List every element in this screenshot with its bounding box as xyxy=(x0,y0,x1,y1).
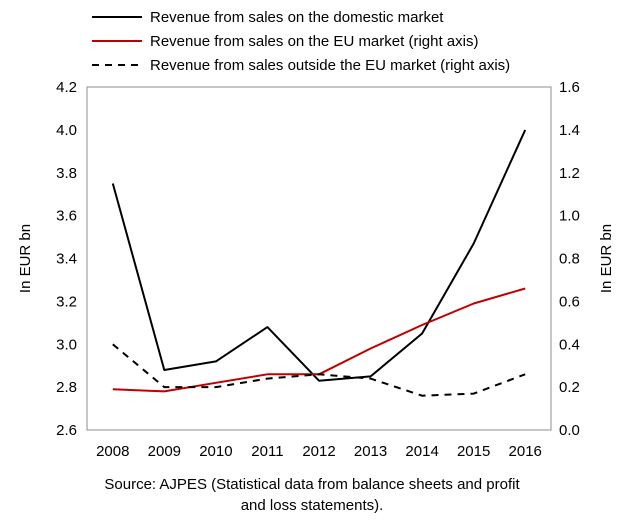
right-axis-title: In EUR bn xyxy=(598,224,615,293)
x-tick-label: 2014 xyxy=(405,443,438,460)
right-tick-label: 1.4 xyxy=(559,122,580,139)
left-tick-label: 2.8 xyxy=(56,379,77,396)
left-tick-label: 4.0 xyxy=(56,122,77,139)
left-tick-label: 3.0 xyxy=(56,336,77,353)
source-line-1: Source: AJPES (Statistical data from bal… xyxy=(104,476,520,493)
series-line-3 xyxy=(112,343,526,397)
right-tick-label: 0.0 xyxy=(559,422,580,439)
series-line-1 xyxy=(111,129,527,382)
right-axis-ticks: 0.0 0.2 0.4 0.6 0.8 1.0 1.2 1.4 1.6 xyxy=(559,79,580,439)
left-tick-label: 3.4 xyxy=(56,251,77,268)
x-tick-label: 2009 xyxy=(148,443,181,460)
legend: Revenue from sales on the domestic marke… xyxy=(92,9,510,74)
left-tick-label: 3.6 xyxy=(56,208,77,225)
right-tick-label: 0.8 xyxy=(559,251,580,268)
series-line-2 xyxy=(112,287,526,393)
x-tick-label: 2012 xyxy=(302,443,335,460)
plot-area-frame xyxy=(86,86,552,431)
left-tick-label: 3.2 xyxy=(56,293,77,310)
left-tick-label: 2.6 xyxy=(56,422,77,439)
legend-label: Revenue from sales outside the EU market… xyxy=(150,57,510,74)
right-tick-label: 1.2 xyxy=(559,165,580,182)
left-tick-label: 3.8 xyxy=(56,165,77,182)
left-axis-ticks: 2.6 2.8 3.0 3.2 3.4 3.6 3.8 4.0 4.2 xyxy=(56,79,77,439)
right-tick-label: 0.2 xyxy=(559,379,580,396)
legend-label: Revenue from sales on the EU market (rig… xyxy=(150,33,478,50)
x-tick-label: 2013 xyxy=(354,443,387,460)
legend-label: Revenue from sales on the domestic marke… xyxy=(150,9,444,26)
right-tick-label: 1.6 xyxy=(559,79,580,96)
x-tick-label: 2011 xyxy=(251,443,283,460)
line-chart: Revenue from sales on the domestic marke… xyxy=(17,9,615,460)
source-note: Source: AJPES (Statistical data from bal… xyxy=(0,474,624,516)
x-tick-label: 2008 xyxy=(96,443,129,460)
right-tick-label: 0.6 xyxy=(559,293,580,310)
x-tick-label: 2015 xyxy=(457,443,490,460)
x-tick-label: 2010 xyxy=(199,443,232,460)
series-lines xyxy=(111,129,527,397)
right-tick-label: 1.0 xyxy=(559,208,580,225)
x-axis-ticks: 2008 2009 2010 2011 2012 2013 2014 2015 2016 xyxy=(96,443,542,460)
source-line-2: and loss statements). xyxy=(240,497,384,514)
x-tick-label: 2016 xyxy=(509,443,542,460)
left-tick-label: 4.2 xyxy=(56,79,77,96)
left-axis-title: In EUR bn xyxy=(17,224,34,293)
right-tick-label: 0.4 xyxy=(559,336,580,353)
